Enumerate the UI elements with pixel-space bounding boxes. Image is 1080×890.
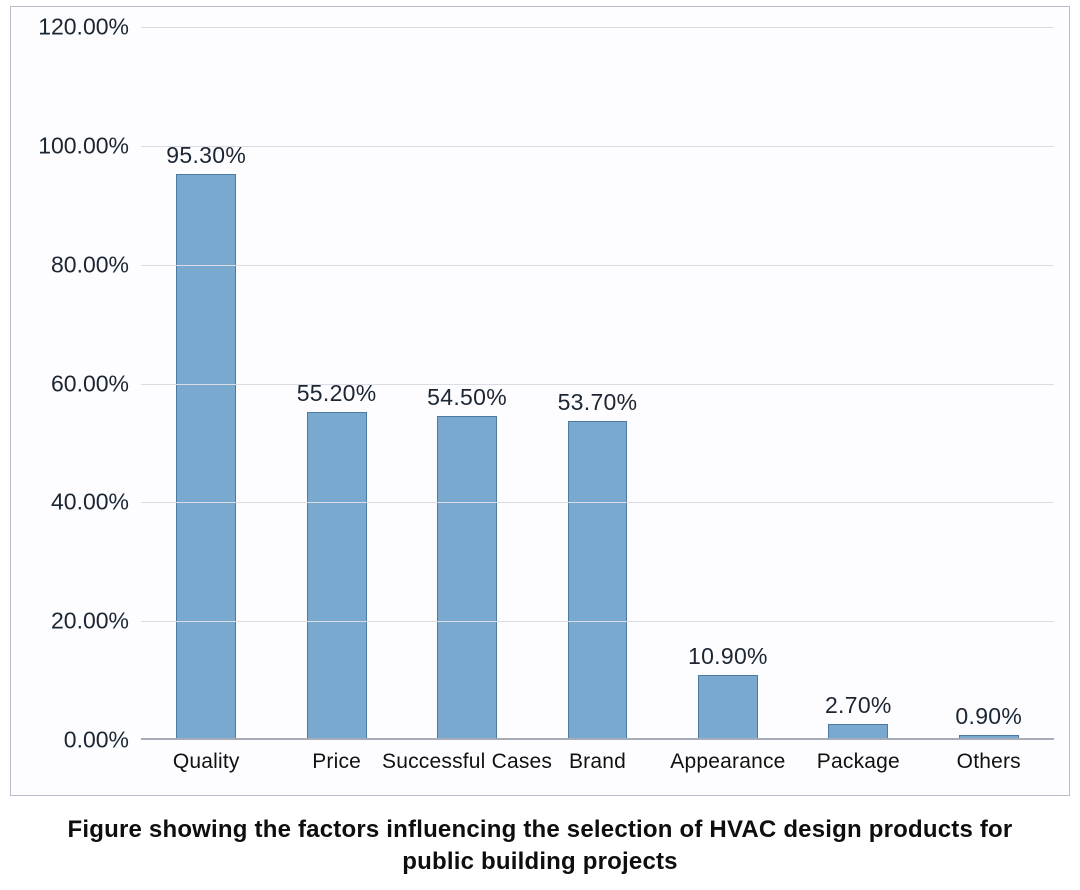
gridline <box>141 146 1054 147</box>
bar-value-label: 2.70% <box>825 692 892 719</box>
ytick-label: 120.00% <box>38 14 129 41</box>
ytick-label: 100.00% <box>38 132 129 159</box>
bar: 54.50% <box>437 416 497 740</box>
ytick-label: 80.00% <box>51 251 129 278</box>
xtick-label: Others <box>957 750 1021 774</box>
bar-value-label: 53.70% <box>558 389 638 416</box>
ytick-label: 0.00% <box>64 727 129 754</box>
chart-frame: 95.30% 55.20% 54.50% 53.70% 10.90% 2.70% 0.90%… <box>10 6 1070 796</box>
bar: 53.70% <box>568 421 628 740</box>
bar: 55.20% <box>307 412 367 740</box>
ytick-label: 60.00% <box>51 370 129 397</box>
ytick-label: 20.00% <box>51 608 129 635</box>
x-axis-baseline <box>141 738 1054 740</box>
xtick-label: Package <box>817 750 900 774</box>
xtick-label: Appearance <box>670 750 785 774</box>
gridline <box>141 384 1054 385</box>
ytick-label: 40.00% <box>51 489 129 516</box>
xtick-label: Quality <box>173 750 240 774</box>
bar-value-label: 10.90% <box>688 643 768 670</box>
gridline <box>141 27 1054 28</box>
bar-value-label: 0.90% <box>955 703 1022 730</box>
gridline <box>141 265 1054 266</box>
xtick-label: Price <box>312 750 361 774</box>
gridline <box>141 502 1054 503</box>
gridline <box>141 621 1054 622</box>
figure-caption: Figure showing the factors influencing t… <box>40 814 1040 879</box>
xtick-label: Brand <box>569 750 626 774</box>
bar: 10.90% <box>698 675 758 740</box>
bar-value-label: 54.50% <box>427 384 507 411</box>
figure: 95.30% 55.20% 54.50% 53.70% 10.90% 2.70% 0.90%… <box>0 6 1080 879</box>
bar: 95.30% <box>176 174 236 740</box>
xtick-label: Successful Cases <box>382 750 552 774</box>
plot-area: 95.30% 55.20% 54.50% 53.70% 10.90% 2.70% 0.90%… <box>141 27 1054 740</box>
